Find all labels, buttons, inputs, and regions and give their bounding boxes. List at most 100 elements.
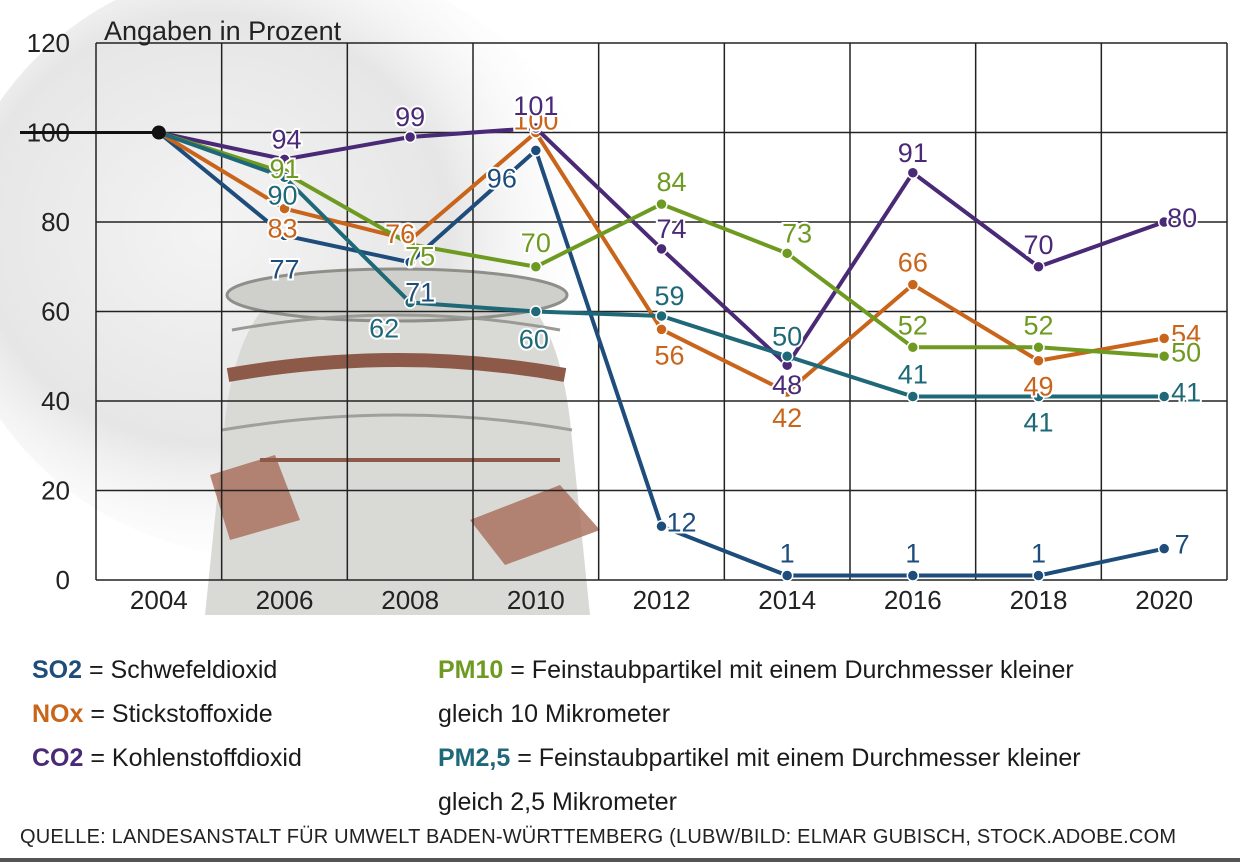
data-label-pm10: 52 — [898, 310, 928, 340]
x-tick-label: 2012 — [633, 585, 691, 615]
legend-right: PM10 = Feinstaubpartikel mit einem Durch… — [438, 648, 1081, 824]
data-point-co2 — [906, 166, 920, 180]
data-label-pm10: 91 — [269, 154, 299, 184]
legend-item-pm25-cont: gleich 2,5 Mikrometer — [438, 788, 677, 816]
data-label-pm10: 50 — [1171, 337, 1201, 367]
data-point-so2 — [1157, 542, 1171, 555]
y-tick-label: 60 — [41, 297, 70, 327]
data-point-pm10 — [655, 197, 668, 211]
legend-item-nox: NOx = Stickstoffoxide — [32, 700, 273, 728]
x-tick-label: 2010 — [507, 585, 565, 615]
data-point-nox — [780, 385, 794, 399]
data-point-co2 — [655, 242, 668, 256]
data-label-pm10: 52 — [1023, 310, 1053, 340]
data-point-pm25 — [780, 350, 794, 363]
data-point-pm25 — [278, 171, 291, 184]
data-label-pm25: 50 — [772, 321, 802, 351]
chart-axes: 0 20 40 60 80 100 120 2004 2006 2008 2010 2012 2014 2… — [20, 28, 1193, 615]
series-layer — [151, 121, 1171, 582]
source-note: QUELLE: LANDESANSTALT FÜR UMWELT BADEN-W… — [20, 826, 1177, 848]
y-tick-label: 40 — [41, 386, 70, 416]
data-point-pm10 — [906, 341, 920, 354]
data-label-nox: 42 — [772, 403, 802, 433]
data-label-nox: 56 — [654, 340, 684, 370]
data-label-nox: 66 — [898, 248, 928, 278]
data-point-pm10 — [403, 238, 417, 251]
data-point-pm10 — [1032, 341, 1045, 354]
data-point-so2 — [403, 256, 417, 269]
data-label-pm10: 70 — [521, 228, 551, 258]
data-point-pm10 — [529, 260, 543, 273]
data-point-nox — [655, 323, 668, 336]
data-label-nox: 76 — [385, 219, 415, 249]
bottom-rule — [0, 858, 1240, 862]
chart-title: Angaben in Prozent — [104, 16, 342, 46]
data-point-so2 — [278, 229, 291, 242]
data-label-pm10: 75 — [405, 241, 435, 271]
data-label-co2: 48 — [772, 370, 802, 400]
data-label-pm25: 41 — [1023, 408, 1053, 438]
data-label-pm10: 73 — [782, 218, 812, 248]
data-point-so2 — [529, 144, 543, 157]
x-tick-label: 2018 — [1010, 585, 1068, 615]
data-label-co2: 99 — [395, 102, 425, 132]
data-point-so2 — [1032, 569, 1045, 582]
data-point-pm10 — [1157, 350, 1171, 363]
data-label-pm25: 60 — [519, 325, 549, 355]
data-point-pm25 — [655, 309, 668, 323]
data-point-nox — [1157, 332, 1171, 345]
data-label-so2: 77 — [269, 254, 299, 284]
data-label-pm25: 59 — [654, 281, 684, 311]
legend-item-pm10-cont: gleich 10 Mikrometer — [438, 700, 671, 728]
data-point-co2 — [1032, 260, 1045, 273]
x-tick-label: 2020 — [1135, 585, 1193, 615]
emissions-line-chart: 0 20 40 60 80 100 120 2004 2006 2008 2010 2012 2014 2… — [0, 0, 1228, 615]
data-point-co2 — [1157, 215, 1171, 229]
x-tick-label: 2014 — [758, 585, 816, 615]
data-label-nox: 49 — [1023, 372, 1053, 402]
data-point-pm10 — [780, 247, 794, 260]
x-tick-label: 2016 — [884, 585, 942, 615]
y-tick-label: 120 — [27, 28, 70, 58]
data-point-nox — [906, 278, 920, 291]
data-point-nox — [278, 202, 291, 215]
legend-item-pm10: PM10 = Feinstaubpartikel mit einem Durch… — [438, 656, 1074, 684]
data-label-pm25: 41 — [898, 360, 928, 390]
legend-item-pm25: PM2,5 = Feinstaubpartikel mit einem Durc… — [438, 744, 1081, 772]
data-label-so2: 12 — [666, 507, 696, 537]
data-label-nox: 83 — [267, 214, 297, 244]
data-label-pm10: 84 — [656, 167, 686, 197]
data-label-pm25: 41 — [1171, 378, 1201, 408]
data-label-co2: 91 — [898, 138, 928, 168]
data-point-pm25 — [1157, 390, 1171, 403]
x-tick-label: 2004 — [130, 585, 188, 615]
legend-item-so2: SO2 = Schwefeldioxid — [32, 656, 278, 684]
data-label-pm25: 62 — [369, 314, 399, 344]
x-tick-label: 2006 — [256, 585, 314, 615]
data-point-pm25 — [906, 390, 920, 403]
data-label-co2: 94 — [271, 124, 301, 154]
y-tick-label: 0 — [56, 565, 70, 595]
data-point-pm25 — [1032, 390, 1045, 403]
data-label-so2: 1 — [905, 539, 920, 569]
cooling-tower-photo — [0, 0, 610, 615]
legend-left: SO2 = Schwefeldioxid NOx = Stickstoffoxi… — [32, 648, 302, 780]
y-tick-label: 20 — [41, 476, 70, 506]
data-point-so2 — [780, 569, 794, 582]
data-point-co2 — [529, 121, 543, 135]
data-label-co2: 74 — [656, 214, 686, 244]
data-label-pm25: 90 — [267, 180, 297, 210]
data-label-nox: 54 — [1171, 319, 1201, 349]
data-label-so2: 96 — [487, 163, 517, 193]
data-label-nox: 100 — [513, 106, 558, 136]
data-point-co2 — [278, 153, 291, 166]
data-point-nox — [1032, 354, 1045, 367]
data-label-co2: 80 — [1167, 203, 1197, 233]
x-tick-label: 2008 — [381, 585, 439, 615]
data-point-pm25 — [403, 296, 417, 309]
data-label-so2: 1 — [1031, 539, 1046, 569]
data-point-pm25 — [529, 305, 543, 318]
data-point-co2 — [403, 130, 417, 144]
data-label-so2: 7 — [1175, 530, 1190, 560]
